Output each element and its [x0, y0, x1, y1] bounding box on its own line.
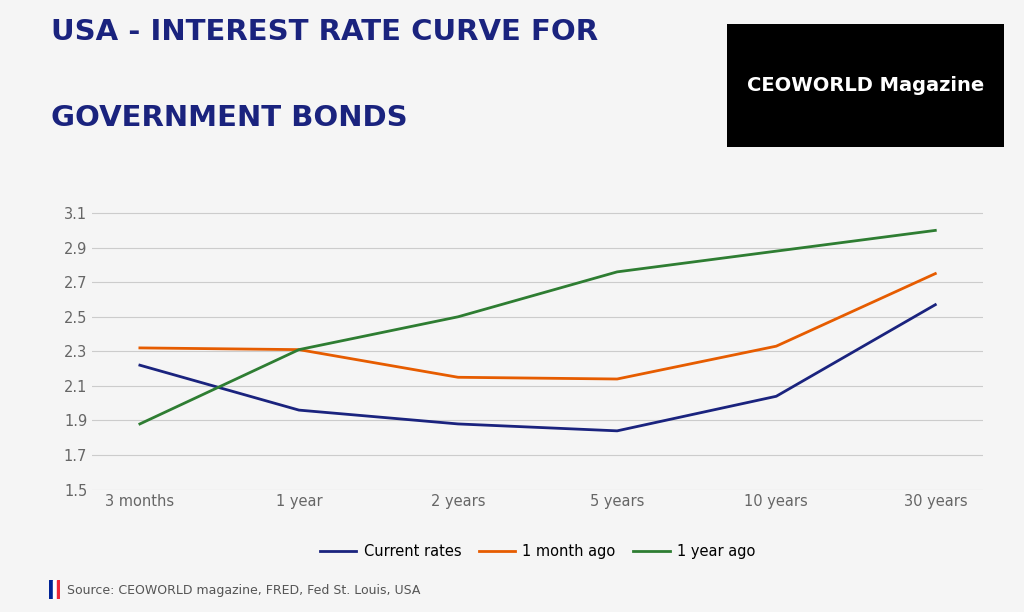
- Text: Source: CEOWORLD magazine, FRED, Fed St. Louis, USA: Source: CEOWORLD magazine, FRED, Fed St.…: [67, 584, 420, 597]
- Bar: [49, 580, 53, 599]
- Text: CEOWORLD Magazine: CEOWORLD Magazine: [746, 76, 984, 95]
- Legend: Current rates, 1 month ago, 1 year ago: Current rates, 1 month ago, 1 year ago: [314, 538, 761, 564]
- Text: GOVERNMENT BONDS: GOVERNMENT BONDS: [51, 104, 408, 132]
- Bar: [56, 580, 60, 599]
- Text: USA - INTEREST RATE CURVE FOR: USA - INTEREST RATE CURVE FOR: [51, 18, 598, 47]
- Bar: [53, 580, 56, 599]
